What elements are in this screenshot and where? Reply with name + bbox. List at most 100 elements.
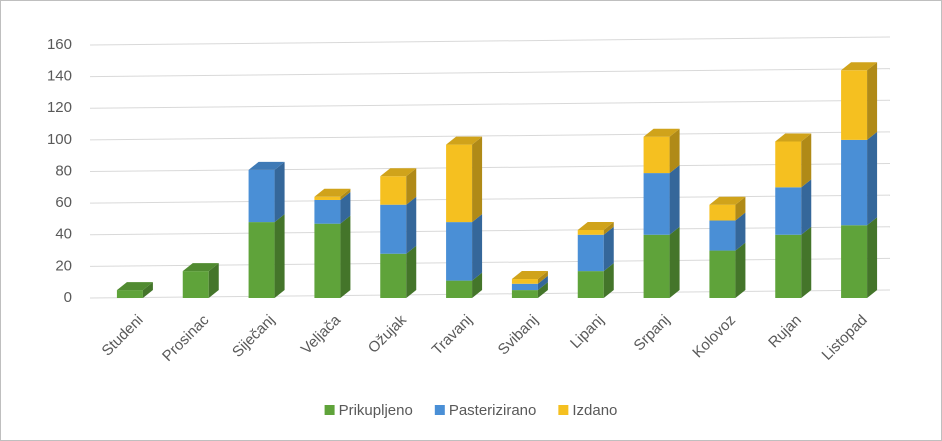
bar-side xyxy=(340,215,351,298)
bar-side xyxy=(735,212,746,251)
bar-side xyxy=(406,168,417,205)
bar-segment xyxy=(511,282,548,298)
bar-segment xyxy=(380,245,417,298)
y-tick-label: 100 xyxy=(47,131,72,148)
bar-segment xyxy=(709,196,746,221)
bar-front xyxy=(709,204,736,221)
bar-side xyxy=(603,222,614,235)
grid-line xyxy=(89,289,891,299)
bar-segment xyxy=(775,179,812,235)
bar-segment xyxy=(446,214,483,281)
bar-front xyxy=(511,283,538,291)
bar-front xyxy=(511,279,538,284)
bar-front xyxy=(775,141,802,188)
bar-top xyxy=(380,168,417,177)
bar-side xyxy=(801,179,812,235)
legend-swatch xyxy=(434,405,445,415)
grid-line xyxy=(89,36,891,46)
bar-segment xyxy=(116,282,153,298)
bar-front xyxy=(841,70,868,140)
bar-side xyxy=(801,133,812,188)
bar-segment xyxy=(314,191,351,224)
y-tick-label: 120 xyxy=(47,99,72,116)
bar-segment xyxy=(577,263,614,298)
bar-top xyxy=(116,282,153,291)
bar-front xyxy=(775,234,802,298)
bar-segment xyxy=(446,272,483,298)
bar-segment xyxy=(643,128,680,174)
bar-front xyxy=(182,271,209,298)
bar-side xyxy=(472,272,483,298)
bar-front xyxy=(380,204,407,254)
bar-top xyxy=(775,133,812,142)
bar-front xyxy=(643,173,670,235)
grid-line xyxy=(89,99,891,109)
bar-segment xyxy=(775,226,812,298)
bar-front xyxy=(643,136,670,174)
bar-top xyxy=(841,62,878,71)
bar-front xyxy=(116,290,143,298)
bar-top xyxy=(314,188,351,197)
bar-front xyxy=(446,280,473,298)
bar-side xyxy=(669,165,680,235)
bar-side xyxy=(801,226,812,298)
bar-front xyxy=(314,196,341,200)
legend-swatch xyxy=(558,405,569,415)
bar-side xyxy=(735,242,746,298)
y-tick-label: 160 xyxy=(47,36,72,53)
bar-front xyxy=(446,144,473,223)
bar-side xyxy=(274,161,285,223)
bar-side xyxy=(406,196,417,254)
bar-front xyxy=(775,187,802,235)
legend-label: Pasterizirano xyxy=(449,402,537,419)
grid-line xyxy=(89,194,891,204)
bar-side xyxy=(274,214,285,298)
bar-top xyxy=(248,161,285,170)
bar-front xyxy=(380,253,407,298)
bar-side xyxy=(867,62,878,140)
bar-segment xyxy=(314,188,351,200)
bar-side xyxy=(537,275,548,291)
bar-side xyxy=(537,271,548,284)
bar-segment xyxy=(841,217,878,298)
bar-side xyxy=(603,226,614,272)
bar-segment xyxy=(314,215,351,298)
bar-segment xyxy=(511,271,548,284)
grid-line xyxy=(89,226,891,236)
bar-side xyxy=(472,136,483,223)
bar-front xyxy=(314,223,341,298)
bar-side xyxy=(142,282,153,298)
bar-segment xyxy=(643,226,680,298)
grid-line xyxy=(89,257,891,267)
grid-line xyxy=(89,131,891,141)
bar-top xyxy=(182,263,219,272)
bar-segment xyxy=(577,226,614,272)
legend-label: Prikupljeno xyxy=(339,402,413,419)
bar-side xyxy=(735,196,746,221)
bar-side xyxy=(472,214,483,281)
bar-top xyxy=(511,271,548,280)
bar-segment xyxy=(446,136,483,223)
legend-swatch xyxy=(324,405,335,415)
bar-segment xyxy=(182,263,219,298)
y-tick-label: 40 xyxy=(55,226,72,243)
bar-segment xyxy=(643,165,680,235)
bar-side xyxy=(340,191,351,224)
bar-front xyxy=(709,250,736,298)
bar-side xyxy=(867,131,878,226)
bar-top xyxy=(577,222,614,231)
bar-top xyxy=(446,136,483,145)
bar-segment xyxy=(248,214,285,298)
bar-front xyxy=(709,220,736,251)
bar-side xyxy=(208,263,219,298)
bar-segment xyxy=(380,196,417,254)
grid-line xyxy=(89,163,891,172)
y-tick-label: 80 xyxy=(55,162,72,179)
bar-segment xyxy=(841,131,878,226)
bar-front xyxy=(643,234,670,298)
bar-front xyxy=(577,234,604,272)
bar-side xyxy=(867,217,878,298)
y-tick-label: 20 xyxy=(55,257,72,274)
bar-front xyxy=(577,230,604,235)
